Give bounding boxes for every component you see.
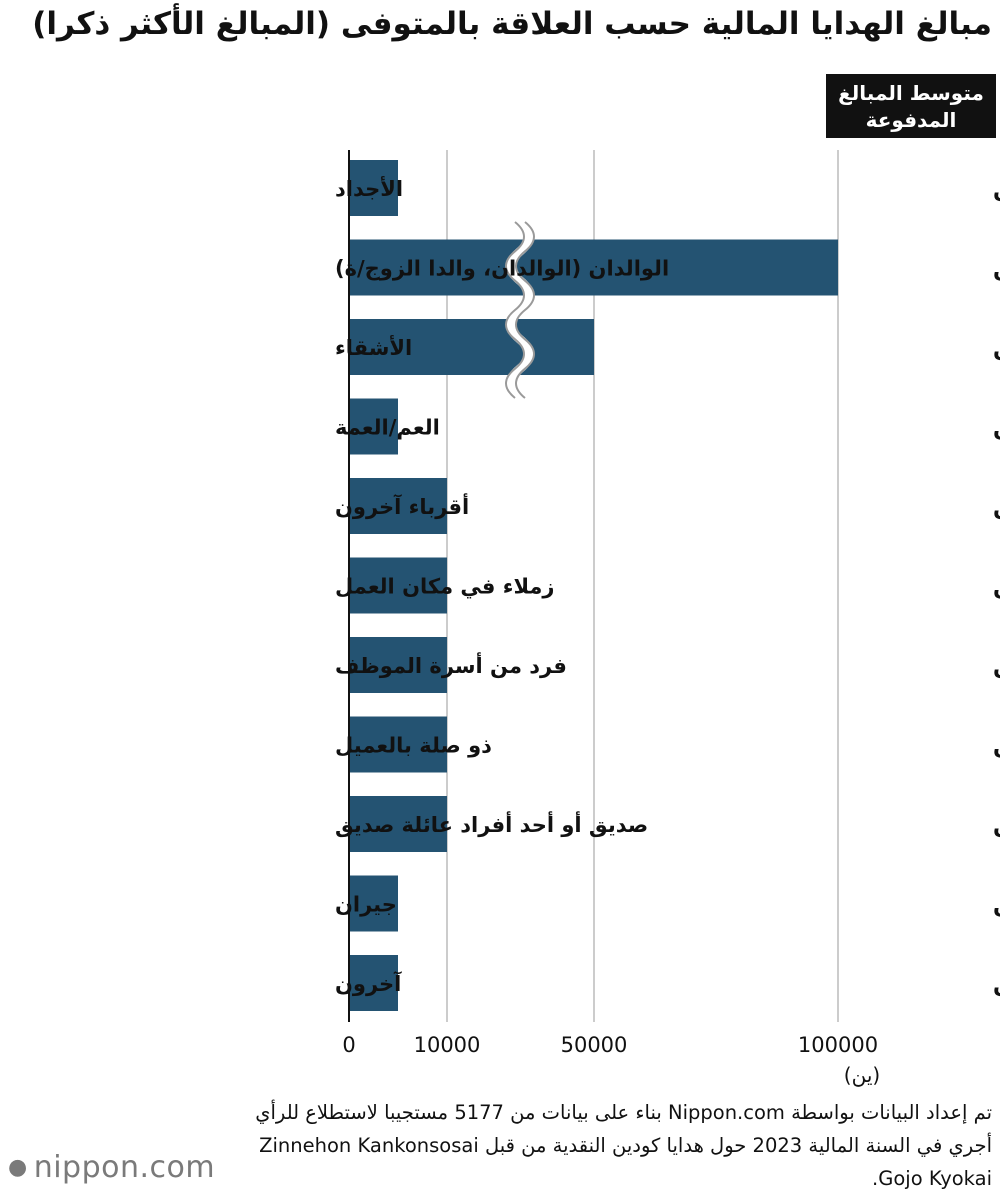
axis-break-gap bbox=[506, 218, 534, 402]
category-label: صديق أو أحد أفراد عائلة صديق bbox=[335, 810, 648, 837]
average-value-label: 18285 ين bbox=[993, 416, 1000, 441]
x-tick-label: 0 bbox=[342, 1033, 355, 1057]
bar bbox=[349, 160, 398, 216]
average-value-label: 6649 ين bbox=[993, 813, 1000, 838]
average-value-label: 6204 ين bbox=[993, 575, 1000, 600]
x-unit-label: (ين) bbox=[844, 1063, 880, 1087]
bar bbox=[349, 875, 398, 932]
bar bbox=[349, 637, 447, 693]
average-value-label: 59711 ين bbox=[993, 257, 1000, 282]
category-label: فرد من أسرة الموظف bbox=[335, 651, 567, 678]
bar bbox=[349, 478, 447, 534]
x-tick-label: 10000 bbox=[414, 1033, 481, 1057]
category-label: العم/العمة bbox=[335, 416, 440, 440]
average-value-label: 7814 ين bbox=[993, 972, 1000, 997]
bar bbox=[349, 955, 398, 1011]
bar bbox=[349, 239, 838, 296]
category-label: الأشقاء bbox=[335, 334, 412, 360]
bar bbox=[349, 557, 447, 614]
source-note: تم إعداد البيانات بواسطة Nippon.com بناء… bbox=[255, 1101, 992, 1190]
average-value-label: 45452 ين bbox=[993, 336, 1000, 361]
x-tick-label: 50000 bbox=[561, 1033, 628, 1057]
average-value-label: 17000 ين bbox=[993, 495, 1000, 520]
category-label: الأجداد bbox=[335, 175, 403, 201]
chart-title: مبالغ الهدايا المالية حسب العلاقة بالمتو… bbox=[32, 6, 992, 42]
average-value-label: 6285 ين bbox=[993, 893, 1000, 918]
average-value-label: 14942 ين bbox=[993, 177, 1000, 202]
category-label: الوالدان (الوالدان، والدا الزوج/ة) bbox=[335, 257, 669, 282]
average-value-label: 7915 ين bbox=[993, 734, 1000, 759]
bar bbox=[349, 398, 398, 455]
category-label: أقرباء آخرون bbox=[335, 492, 469, 519]
category-label: جيران bbox=[335, 893, 397, 917]
bar-chart: 0 10000 50000 100000 (ين) الأجداد 14942 ين الوا… bbox=[335, 150, 1000, 1087]
axis-break-line-right bbox=[515, 221, 535, 399]
category-label: زملاء في مكان العمل bbox=[335, 575, 555, 599]
bar bbox=[349, 716, 447, 773]
bar bbox=[349, 796, 447, 852]
average-value-label: 5336 ين bbox=[993, 654, 1000, 679]
category-label: آخرون bbox=[335, 971, 402, 996]
axis-break-line-left bbox=[505, 221, 525, 399]
bar bbox=[349, 319, 594, 375]
x-tick-label: 100000 bbox=[798, 1033, 878, 1057]
average-column-header: متوسط المبالغ المدفوعة bbox=[826, 74, 996, 138]
nippon-logo: ● nippon.com bbox=[8, 1150, 216, 1185]
category-label: ذو صلة بالعميل bbox=[335, 734, 492, 758]
